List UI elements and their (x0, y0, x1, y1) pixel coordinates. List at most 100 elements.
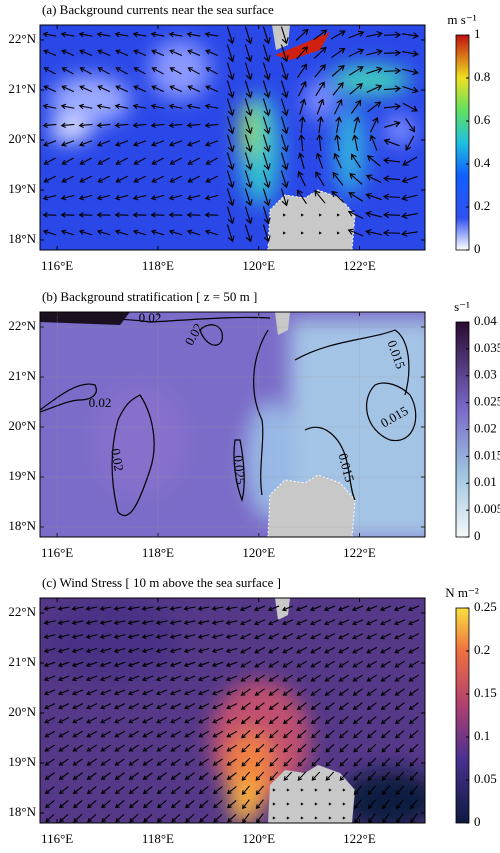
vector-arrow (244, 44, 253, 63)
vector-arrow (244, 188, 253, 207)
vector-arrow (128, 716, 140, 724)
vector-arrow (197, 661, 210, 668)
vector-arrow (367, 799, 376, 810)
vector-arrow (43, 620, 56, 625)
vector-arrow (339, 729, 349, 739)
vector-arrow (61, 140, 75, 147)
vector-arrow (42, 122, 57, 129)
vector-arrow (58, 744, 69, 752)
vector-arrow (142, 758, 153, 766)
vector-arrow (72, 786, 83, 795)
vector-arrow (169, 689, 182, 696)
vector-arrow (295, 28, 309, 41)
vector-arrow (262, 134, 271, 153)
vector-arrow (365, 605, 378, 612)
vector-arrow (58, 758, 69, 766)
vector-arrow (240, 633, 252, 640)
vector-arrow (299, 98, 307, 115)
vector-arrow (171, 800, 181, 809)
vector-arrow (314, 816, 318, 820)
vector-arrow (405, 118, 416, 133)
vector-arrow (338, 688, 349, 696)
vector-arrow (100, 716, 112, 724)
vector-arrow (128, 703, 140, 710)
vector-arrow (255, 757, 265, 767)
vector-arrow (87, 813, 97, 823)
vector-arrow (267, 605, 280, 612)
vector-arrow (197, 689, 210, 696)
vector-arrow (314, 788, 318, 792)
vector-arrow (255, 743, 265, 753)
contour-label: 0.02 (139, 310, 162, 325)
vector-arrow (353, 771, 363, 781)
vector-arrow (352, 688, 363, 696)
vector-arrow (296, 702, 307, 710)
vector-arrow (42, 212, 57, 218)
vector-arrow (127, 606, 140, 611)
vector-arrow (212, 744, 223, 752)
vector-arrow (186, 194, 201, 201)
vector-arrow (183, 634, 196, 640)
vector-arrow (365, 210, 382, 218)
colorbar-unit: m s⁻¹ (447, 12, 476, 27)
vector-arrow (255, 771, 265, 781)
vector-arrow (244, 224, 253, 243)
vector-arrow (383, 85, 402, 93)
vector-arrow (314, 190, 326, 204)
vector-arrow (296, 46, 308, 60)
vector-arrow (226, 744, 237, 752)
vector-arrow (71, 647, 84, 654)
vector-arrow (99, 634, 112, 640)
vector-arrow (187, 175, 200, 183)
vector-arrow (85, 634, 98, 640)
colorbar-tick-label: 0 (474, 241, 481, 256)
vector-arrow (325, 771, 335, 781)
vector-arrow (297, 170, 306, 187)
vector-arrow (367, 743, 377, 753)
vector-arrow (42, 103, 57, 110)
vector-arrow (156, 703, 168, 710)
vector-arrow (254, 646, 266, 654)
vector-arrow (240, 716, 251, 725)
vector-arrow (79, 67, 92, 75)
vector-arrow (169, 67, 182, 75)
vector-arrow (366, 84, 383, 93)
y-tick-label: 20°N (8, 131, 36, 146)
vector-arrow (348, 192, 364, 202)
vector-arrow (71, 689, 84, 696)
y-tick-label: 18°N (8, 804, 36, 819)
vector-arrow (262, 62, 271, 81)
vector-arrow (382, 175, 401, 183)
vector-arrow (114, 31, 129, 38)
vector-arrow (187, 85, 201, 93)
panel-title: (c) Wind Stress [ 10 m above the sea sur… (42, 575, 281, 590)
vector-arrow (44, 744, 55, 752)
vector-arrow (183, 661, 196, 668)
y-tick-label: 19°N (8, 181, 36, 196)
vector-arrow (339, 743, 349, 753)
vector-arrow (60, 194, 75, 201)
vector-arrow (395, 771, 405, 781)
colorbar-tick-label: 0.8 (474, 69, 490, 84)
vector-arrow (380, 702, 391, 710)
vector-arrow (100, 744, 111, 752)
vector-arrow (128, 730, 140, 738)
vector-arrow (311, 771, 321, 781)
vector-arrow (408, 688, 419, 696)
vector-arrow (170, 786, 181, 795)
vector-arrow (114, 122, 129, 129)
vector-arrow (296, 189, 307, 204)
vector-arrow (324, 660, 336, 668)
vector-arrow (394, 660, 406, 668)
vector-arrow (280, 98, 289, 117)
vector-arrow (255, 785, 264, 796)
vector-arrow (61, 85, 75, 93)
vector-arrow (297, 80, 307, 97)
vector-arrow (155, 675, 168, 682)
vector-arrow (114, 703, 126, 710)
vector-arrow (86, 716, 98, 724)
vector-arrow (381, 785, 390, 796)
vector-arrow (86, 744, 97, 752)
vector-arrow (184, 716, 196, 724)
vector-arrow (366, 688, 377, 696)
